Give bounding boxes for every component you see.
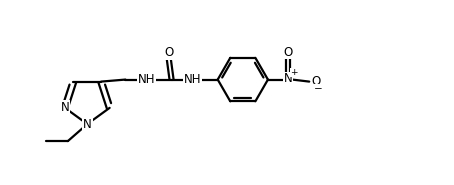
Text: +: + (290, 68, 298, 77)
Text: N: N (83, 118, 92, 131)
Text: O: O (311, 75, 321, 88)
Text: −: − (314, 84, 322, 94)
Text: N: N (284, 72, 292, 85)
Text: O: O (284, 46, 293, 58)
Text: N: N (60, 101, 69, 114)
Text: O: O (164, 46, 173, 59)
Text: NH: NH (138, 73, 155, 86)
Text: NH: NH (184, 73, 202, 86)
